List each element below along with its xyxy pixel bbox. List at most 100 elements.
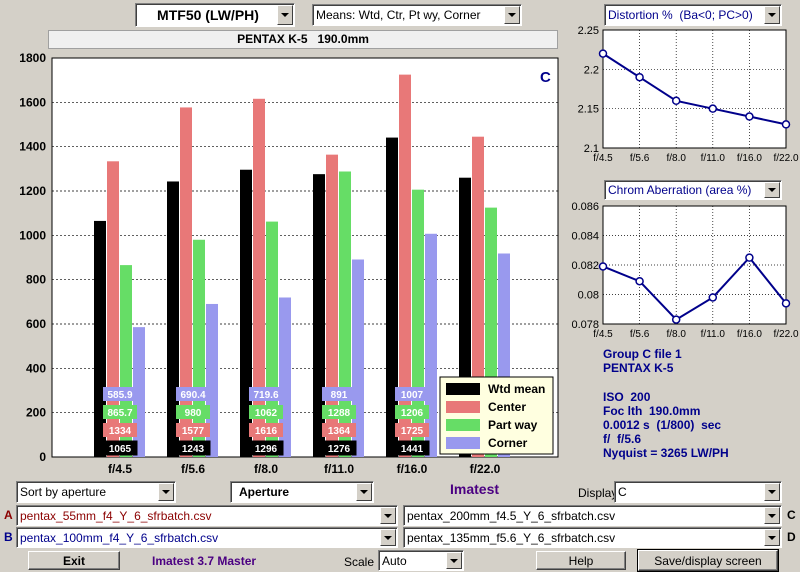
y-tick-label: 600 — [26, 317, 46, 331]
ca-select[interactable]: Chrom Aberration (area %) — [604, 180, 782, 200]
distortion-select[interactable]: Distortion % (Ba<0; PC>0) — [604, 4, 782, 26]
file-select-c[interactable]: pentax_200mm_f4.5_Y_6_sfrbatch.csv — [403, 505, 782, 526]
legend-part-way: Part way — [488, 418, 538, 432]
chevron-down-icon — [277, 5, 293, 25]
y-tick-label: 2.1 — [584, 143, 599, 155]
data-label-bg — [176, 387, 210, 401]
x-tick-label: f/8.0 — [666, 153, 686, 164]
help-button[interactable]: Help — [536, 551, 626, 570]
version-label: Imatest 3.7 Master — [152, 554, 257, 568]
metric-select-value: MTF50 (LW/PH) — [157, 7, 259, 23]
x-tick-label: f/8.0 — [254, 462, 278, 476]
image-info: Group C file 1 PENTAX K-5 ISO 200 Foc lt… — [603, 347, 729, 460]
data-label-bg — [175, 440, 211, 456]
data-label-bg — [176, 405, 210, 419]
file-label-b: B — [4, 530, 13, 544]
x-tick-label: f/5.6 — [630, 329, 650, 340]
display-select-value: C — [618, 485, 627, 499]
data-label-bg — [394, 440, 430, 456]
data-point — [708, 293, 718, 302]
legend-swatch-corner — [446, 437, 480, 449]
means-select-value: Means: Wtd, Ctr, Pt wy, Corner — [316, 8, 481, 22]
bar-wtd-mean — [386, 137, 398, 457]
x-tick-label: f/4.5 — [593, 329, 613, 340]
chevron-down-icon — [380, 507, 396, 524]
bar-wtd-mean — [313, 174, 325, 458]
display-label: Display — [578, 486, 618, 500]
data-label: 1364 — [328, 426, 351, 437]
chevron-down-icon — [446, 552, 462, 569]
info-nyquist: Nyquist = 3265 LW/PH — [603, 446, 729, 460]
file-select-d[interactable]: pentax_135mm_f5.6_Y_6_sfrbatch.csv — [403, 527, 782, 548]
bar-part-way — [339, 171, 351, 457]
chrom-aberration-chart: 0.078 0.08 0.082 0.084 0.086 f/4.5 f/5.6 f/8.0 f… — [571, 201, 798, 340]
legend-swatch-part-way — [446, 419, 480, 431]
data-label: 1065 — [109, 444, 132, 455]
plot-area — [602, 29, 787, 149]
data-label: 1243 — [182, 444, 205, 455]
data-label-bg — [102, 440, 138, 456]
scale-select-value: Auto — [382, 553, 407, 568]
data-label-bg — [322, 423, 356, 437]
camera-title: PENTAX K-5 190.0mm — [48, 30, 558, 49]
bar-center — [326, 154, 338, 457]
camera-title-text: PENTAX K-5 190.0mm — [237, 32, 369, 46]
y-tick-label: 1200 — [19, 184, 46, 198]
data-label-bg — [249, 423, 283, 437]
x-tick-label: f/16.0 — [737, 329, 762, 340]
data-label-bg — [322, 387, 356, 401]
means-select[interactable]: Means: Wtd, Ctr, Pt wy, Corner — [312, 4, 522, 26]
file-select-a[interactable]: pentax_55mm_f4_Y_6_sfrbatch.csv — [16, 505, 398, 526]
data-label: 1276 — [328, 444, 351, 455]
data-point — [635, 276, 644, 286]
x-tick-label: f/22.0 — [773, 329, 798, 340]
info-exposure: 0.0012 s (1/800) sec — [603, 418, 722, 432]
info-camera: PENTAX K-5 — [603, 361, 674, 375]
x-axis-select-value: Aperture — [239, 485, 290, 499]
mtf-bar-chart: 0 200 400 600 800 1000 1200 1400 1600 1800 585.9 8… — [19, 51, 559, 476]
metric-select[interactable]: MTF50 (LW/PH) — [135, 3, 295, 27]
data-label-bg — [321, 440, 357, 456]
bar-center — [399, 74, 411, 457]
file-select-b-value: pentax_100mm_f4_Y_6_sfrbatch.csv — [20, 530, 219, 545]
data-label: 1577 — [182, 426, 205, 437]
legend-center: Center — [488, 400, 526, 414]
x-tick-label: f/22.0 — [470, 462, 501, 476]
scale-label: Scale — [344, 555, 375, 569]
exit-button[interactable]: Exit — [28, 551, 120, 570]
file-label-a: A — [4, 508, 13, 522]
chevron-down-icon — [504, 6, 520, 24]
legend-swatch-wtd-mean — [446, 383, 480, 395]
bar-wtd-mean — [240, 169, 252, 457]
file-label-d: D — [787, 530, 796, 544]
save-display-screen-button[interactable]: Save/display screen — [637, 549, 779, 572]
chevron-down-icon — [158, 483, 174, 501]
bar-corner — [425, 233, 437, 457]
distortion-select-value: Distortion % (Ba<0; PC>0) — [608, 8, 753, 22]
y-tick-label: 1800 — [19, 51, 46, 65]
legend-swatch-center — [446, 401, 480, 413]
panel-letter: C — [540, 69, 551, 86]
file-select-a-value: pentax_55mm_f4_Y_6_sfrbatch.csv — [20, 508, 212, 523]
sort-select[interactable]: Sort by aperture — [16, 481, 176, 503]
data-point — [745, 253, 754, 262]
data-label: 1616 — [255, 426, 278, 437]
x-tick-label: f/5.6 — [181, 462, 205, 476]
data-point — [671, 315, 681, 324]
data-label-bg — [249, 405, 283, 419]
x-tick-label: f/4.5 — [593, 153, 613, 164]
scale-select[interactable]: Auto — [378, 550, 464, 571]
chevron-down-icon — [764, 507, 780, 524]
data-point — [781, 120, 791, 129]
y-tick-label: 400 — [26, 361, 46, 375]
x-axis-select[interactable]: Aperture — [230, 481, 374, 503]
distortion-chart: 2.1 2.15 2.2 2.25 f/4.5 f/5.6 f/8.0 f/11.0 f/16.… — [578, 25, 799, 164]
data-label: 585.9 — [107, 390, 132, 401]
data-label-bg — [176, 423, 210, 437]
file-select-b[interactable]: pentax_100mm_f4_Y_6_sfrbatch.csv — [16, 527, 398, 548]
legend-corner: Corner — [488, 436, 528, 450]
x-tick-label: f/4.5 — [108, 462, 132, 476]
display-select[interactable]: C — [614, 481, 782, 503]
y-tick-label: 0.082 — [571, 260, 599, 272]
y-tick-label: 0.084 — [571, 231, 599, 243]
